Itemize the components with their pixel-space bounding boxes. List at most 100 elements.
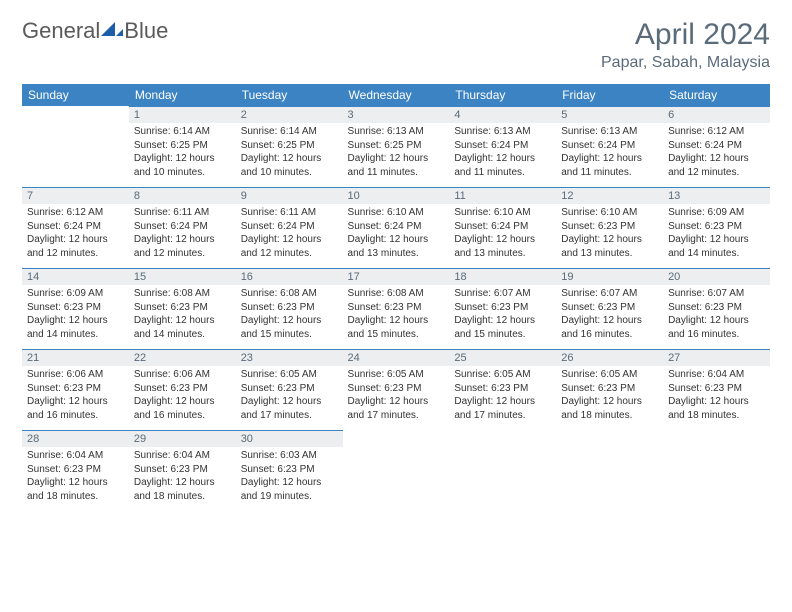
day-number: 6 [663, 106, 770, 123]
sunrise-text: Sunrise: 6:09 AM [668, 206, 765, 220]
day-body: Sunrise: 6:08 AMSunset: 6:23 PMDaylight:… [129, 285, 236, 349]
dayname-row: Sunday Monday Tuesday Wednesday Thursday… [22, 84, 770, 106]
daylight-text: Daylight: 12 hours and 17 minutes. [454, 395, 551, 422]
daylight-text: Daylight: 12 hours and 12 minutes. [668, 152, 765, 179]
day-body: Sunrise: 6:14 AMSunset: 6:25 PMDaylight:… [129, 123, 236, 187]
calendar-table: Sunday Monday Tuesday Wednesday Thursday… [22, 84, 770, 511]
day-number: 10 [343, 187, 450, 204]
calendar-cell: 12Sunrise: 6:10 AMSunset: 6:23 PMDayligh… [556, 187, 663, 268]
sunset-text: Sunset: 6:23 PM [241, 463, 338, 477]
sunset-text: Sunset: 6:23 PM [27, 382, 124, 396]
calendar-cell [449, 430, 556, 511]
day-number: 20 [663, 268, 770, 285]
day-number: 28 [22, 430, 129, 447]
sunset-text: Sunset: 6:24 PM [348, 220, 445, 234]
calendar-cell: 10Sunrise: 6:10 AMSunset: 6:24 PMDayligh… [343, 187, 450, 268]
sunrise-text: Sunrise: 6:04 AM [134, 449, 231, 463]
sunset-text: Sunset: 6:23 PM [561, 382, 658, 396]
calendar-cell: 25Sunrise: 6:05 AMSunset: 6:23 PMDayligh… [449, 349, 556, 430]
calendar-cell: 27Sunrise: 6:04 AMSunset: 6:23 PMDayligh… [663, 349, 770, 430]
calendar-cell: 13 Sunrise: 6:09 AMSunset: 6:23 PMDayligh… [663, 187, 770, 268]
sunset-text: Sunset: 6:24 PM [454, 139, 551, 153]
day-number: 3 [343, 106, 450, 123]
calendar-body: 1Sunrise: 6:14 AMSunset: 6:25 PMDaylight… [22, 106, 770, 511]
day-number: 16 [236, 268, 343, 285]
day-number: 5 [556, 106, 663, 123]
calendar-cell: 4Sunrise: 6:13 AMSunset: 6:24 PMDaylight… [449, 106, 556, 187]
calendar-cell: 8Sunrise: 6:11 AMSunset: 6:24 PMDaylight… [129, 187, 236, 268]
sunset-text: Sunset: 6:24 PM [134, 220, 231, 234]
sunset-text: Sunset: 6:25 PM [241, 139, 338, 153]
sunrise-text: Sunrise: 6:08 AM [348, 287, 445, 301]
title-block: April 2024 Papar, Sabah, Malaysia [601, 18, 770, 72]
daylight-text: Daylight: 12 hours and 15 minutes. [348, 314, 445, 341]
day-body: Sunrise: 6:08 AMSunset: 6:23 PMDaylight:… [236, 285, 343, 349]
daylight-text: Daylight: 12 hours and 16 minutes. [668, 314, 765, 341]
day-number: 11 [449, 187, 556, 204]
logo-text-2: Blue [124, 18, 168, 44]
sunrise-text: Sunrise: 6:03 AM [241, 449, 338, 463]
calendar-cell: 26Sunrise: 6:05 AMSunset: 6:23 PMDayligh… [556, 349, 663, 430]
calendar-cell: 16Sunrise: 6:08 AMSunset: 6:23 PMDayligh… [236, 268, 343, 349]
day-number: 29 [129, 430, 236, 447]
sunset-text: Sunset: 6:23 PM [454, 301, 551, 315]
calendar-cell: 21Sunrise: 6:06 AMSunset: 6:23 PMDayligh… [22, 349, 129, 430]
daylight-text: Daylight: 12 hours and 13 minutes. [348, 233, 445, 260]
day-body: Sunrise: 6:07 AMSunset: 6:23 PMDaylight:… [663, 285, 770, 349]
sunset-text: Sunset: 6:24 PM [27, 220, 124, 234]
dayname: Saturday [663, 84, 770, 106]
daylight-text: Daylight: 12 hours and 14 minutes. [668, 233, 765, 260]
sunset-text: Sunset: 6:24 PM [454, 220, 551, 234]
sunrise-text: Sunrise: 6:05 AM [561, 368, 658, 382]
daylight-text: Daylight: 12 hours and 10 minutes. [241, 152, 338, 179]
day-body: Sunrise: 6:13 AMSunset: 6:25 PMDaylight:… [343, 123, 450, 187]
sunrise-text: Sunrise: 6:13 AM [348, 125, 445, 139]
calendar-cell [343, 430, 450, 511]
day-body: Sunrise: 6:03 AMSunset: 6:23 PMDaylight:… [236, 447, 343, 511]
daylight-text: Daylight: 12 hours and 15 minutes. [241, 314, 338, 341]
sunrise-text: Sunrise: 6:04 AM [668, 368, 765, 382]
daylight-text: Daylight: 12 hours and 11 minutes. [348, 152, 445, 179]
day-number: 4 [449, 106, 556, 123]
calendar-row: 21Sunrise: 6:06 AMSunset: 6:23 PMDayligh… [22, 349, 770, 430]
sunrise-text: Sunrise: 6:06 AM [134, 368, 231, 382]
dayname: Monday [129, 84, 236, 106]
daylight-text: Daylight: 12 hours and 16 minutes. [134, 395, 231, 422]
day-body: Sunrise: 6:06 AMSunset: 6:23 PMDaylight:… [129, 366, 236, 430]
day-number: 21 [22, 349, 129, 366]
day-number: 13 [663, 187, 770, 204]
day-body: Sunrise: 6:13 AMSunset: 6:24 PMDaylight:… [556, 123, 663, 187]
day-body: Sunrise: 6:13 AMSunset: 6:24 PMDaylight:… [449, 123, 556, 187]
day-body: Sunrise: 6:10 AMSunset: 6:24 PMDaylight:… [449, 204, 556, 268]
day-body: Sunrise: 6:05 AMSunset: 6:23 PMDaylight:… [556, 366, 663, 430]
sunrise-text: Sunrise: 6:05 AM [348, 368, 445, 382]
calendar-cell: 24Sunrise: 6:05 AMSunset: 6:23 PMDayligh… [343, 349, 450, 430]
daylight-text: Daylight: 12 hours and 12 minutes. [27, 233, 124, 260]
sunset-text: Sunset: 6:23 PM [27, 463, 124, 477]
sunset-text: Sunset: 6:23 PM [348, 301, 445, 315]
day-body: Sunrise: 6:07 AMSunset: 6:23 PMDaylight:… [556, 285, 663, 349]
day-body: Sunrise: 6:10 AMSunset: 6:24 PMDaylight:… [343, 204, 450, 268]
daylight-text: Daylight: 12 hours and 14 minutes. [134, 314, 231, 341]
day-number: 30 [236, 430, 343, 447]
calendar-cell: 19Sunrise: 6:07 AMSunset: 6:23 PMDayligh… [556, 268, 663, 349]
sunset-text: Sunset: 6:23 PM [668, 220, 765, 234]
day-body: Sunrise: 6:04 AMSunset: 6:23 PMDaylight:… [22, 447, 129, 511]
daylight-text: Daylight: 12 hours and 15 minutes. [454, 314, 551, 341]
day-body: Sunrise: 6:08 AMSunset: 6:23 PMDaylight:… [343, 285, 450, 349]
sunrise-text: Sunrise: 6:12 AM [27, 206, 124, 220]
day-number: 23 [236, 349, 343, 366]
sunset-text: Sunset: 6:24 PM [668, 139, 765, 153]
sunrise-text: Sunrise: 6:14 AM [134, 125, 231, 139]
calendar-cell: 1Sunrise: 6:14 AMSunset: 6:25 PMDaylight… [129, 106, 236, 187]
day-number: 18 [449, 268, 556, 285]
sunrise-text: Sunrise: 6:11 AM [241, 206, 338, 220]
calendar-cell: 18Sunrise: 6:07 AMSunset: 6:23 PMDayligh… [449, 268, 556, 349]
day-number: 24 [343, 349, 450, 366]
sunrise-text: Sunrise: 6:11 AM [134, 206, 231, 220]
daylight-text: Daylight: 12 hours and 13 minutes. [561, 233, 658, 260]
day-number: 17 [343, 268, 450, 285]
calendar-cell: 2Sunrise: 6:14 AMSunset: 6:25 PMDaylight… [236, 106, 343, 187]
day-number: 2 [236, 106, 343, 123]
sunset-text: Sunset: 6:23 PM [561, 220, 658, 234]
